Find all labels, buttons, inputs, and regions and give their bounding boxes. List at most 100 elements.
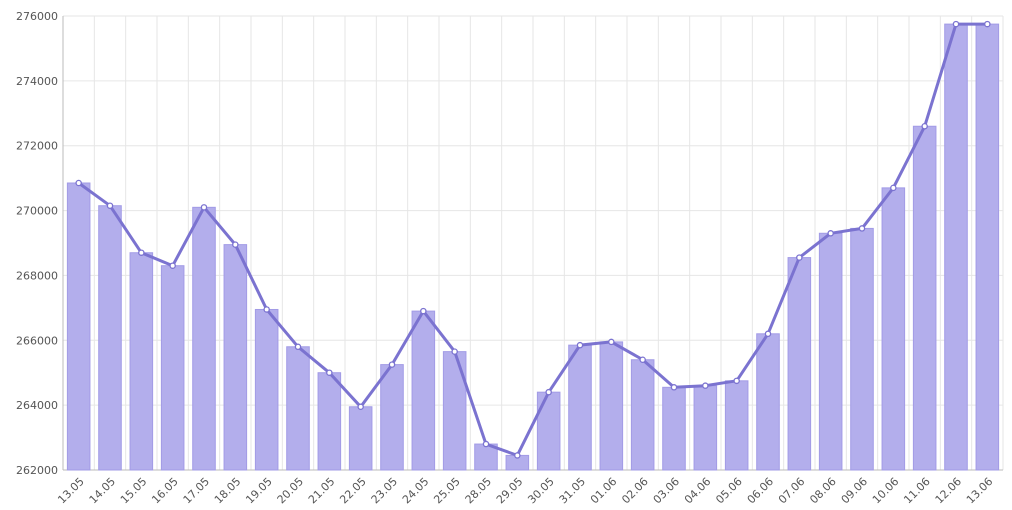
line-point xyxy=(890,184,897,192)
line-point xyxy=(200,204,208,211)
y-tick-label: 276000 xyxy=(16,10,58,23)
bar xyxy=(630,359,655,471)
series-line xyxy=(77,22,988,457)
x-tick-label: 17.05 xyxy=(181,475,212,506)
grid-layer xyxy=(62,15,1004,471)
line-point xyxy=(545,388,552,396)
x-tick-label: 30.05 xyxy=(525,475,556,506)
y-tick-label: 268000 xyxy=(16,269,58,282)
x-tick-label: 09.06 xyxy=(839,475,870,506)
x-tick-label: 15.05 xyxy=(118,475,149,506)
y-tick-label: 264000 xyxy=(16,399,58,412)
line-point xyxy=(670,384,678,391)
x-tick-label: 24.05 xyxy=(400,475,431,506)
line-point xyxy=(294,343,302,351)
bar xyxy=(254,308,279,471)
bar xyxy=(787,257,812,471)
x-tick-label: 16.05 xyxy=(149,475,180,506)
bar xyxy=(160,265,185,471)
bar xyxy=(599,341,624,471)
bar xyxy=(192,206,216,471)
bar xyxy=(693,385,718,471)
bar-layer xyxy=(66,23,1000,471)
x-tick-label: 28.05 xyxy=(463,475,494,506)
x-tick-label: 08.06 xyxy=(807,475,838,506)
bar xyxy=(286,346,310,471)
line-point xyxy=(639,356,646,363)
line-point xyxy=(451,348,458,355)
x-tick-label: 22.05 xyxy=(337,475,368,506)
x-tick-label: 14.05 xyxy=(87,475,118,506)
line-point xyxy=(733,377,740,385)
bar xyxy=(98,205,122,471)
bar xyxy=(662,386,686,471)
x-tick-label: 03.06 xyxy=(651,475,682,506)
line-point xyxy=(326,369,333,376)
x-tick-label: 29.05 xyxy=(494,475,525,506)
line-point xyxy=(388,361,396,368)
x-tick-label: 02.06 xyxy=(619,475,650,506)
x-tick-label: 23.05 xyxy=(369,475,400,506)
x-tick-label: 10.06 xyxy=(870,475,901,506)
bar xyxy=(818,232,843,471)
line-point xyxy=(984,20,991,28)
line-point xyxy=(420,307,427,315)
axis-layer xyxy=(62,16,1003,471)
bar xyxy=(756,333,780,471)
x-tick-label: 06.06 xyxy=(745,475,776,506)
line-point xyxy=(232,241,239,248)
bar xyxy=(223,244,248,471)
x-tick-label: 01.06 xyxy=(588,475,619,506)
line-point xyxy=(357,403,364,411)
x-tick-label: 05.06 xyxy=(713,475,744,506)
x-tick-label: 11.06 xyxy=(901,475,932,506)
x-tick-label: 18.05 xyxy=(212,475,243,506)
y-tick-label: 266000 xyxy=(16,334,58,347)
x-tick-label: 04.06 xyxy=(682,475,713,506)
bar xyxy=(129,252,154,471)
line-layer xyxy=(75,20,991,459)
x-tick-label: 19.05 xyxy=(243,475,274,506)
line-point xyxy=(138,249,145,256)
line-point xyxy=(482,440,490,448)
bar xyxy=(724,380,749,471)
bar xyxy=(850,227,874,471)
line-point xyxy=(827,230,834,237)
bar xyxy=(944,23,968,471)
y-tick-label: 274000 xyxy=(16,75,58,88)
line-point xyxy=(169,262,176,269)
x-tick-label: 13.06 xyxy=(964,475,995,506)
x-tick-label: 31.05 xyxy=(557,475,588,506)
y-tick-label: 262000 xyxy=(16,464,58,477)
y-tick-label: 272000 xyxy=(16,140,58,153)
line-point xyxy=(608,338,615,346)
x-tick-label: 13.05 xyxy=(55,475,86,506)
x-tick-label: 25.05 xyxy=(431,475,462,506)
bar xyxy=(975,23,1000,471)
bar xyxy=(536,391,561,471)
y-tick-label: 270000 xyxy=(16,205,58,218)
line-point xyxy=(702,382,709,389)
bar xyxy=(348,406,373,471)
bar xyxy=(881,187,906,471)
bar xyxy=(442,351,467,471)
line-point xyxy=(514,452,521,459)
bar xyxy=(568,344,592,471)
line-point xyxy=(75,179,82,187)
line-point xyxy=(796,254,803,261)
bar xyxy=(411,310,436,471)
x-tick-label: 07.06 xyxy=(776,475,807,506)
bar xyxy=(66,182,91,471)
line-point xyxy=(921,123,928,130)
line-point xyxy=(764,330,772,338)
line-point xyxy=(263,306,270,313)
line-point xyxy=(952,20,960,28)
line-point xyxy=(106,202,114,209)
x-tick-label: 12.06 xyxy=(933,475,964,506)
bar xyxy=(380,364,404,471)
x-tick-label: 20.05 xyxy=(275,475,306,506)
x-tick-label: 21.05 xyxy=(306,475,337,506)
bar xyxy=(912,125,937,471)
line-point xyxy=(576,341,584,349)
